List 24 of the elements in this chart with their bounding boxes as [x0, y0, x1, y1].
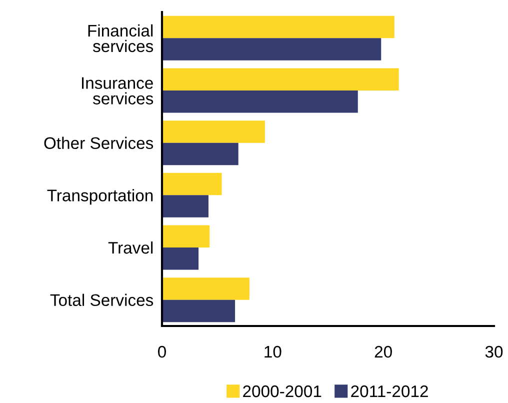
bar — [162, 300, 236, 322]
bar — [162, 68, 399, 90]
x-tick-label: 20 — [374, 346, 392, 358]
legend-label: 2011-2012 — [351, 385, 428, 398]
y-tick-label: Transportation — [47, 189, 153, 205]
bar — [162, 172, 222, 196]
y-tick-label: Financial services — [88, 24, 154, 52]
bar — [162, 16, 394, 38]
bar — [162, 248, 199, 270]
y-tick-label: Travel — [108, 241, 153, 254]
x-tick-label: 10 — [264, 346, 282, 358]
bar — [162, 195, 208, 218]
y-tick-label: Total Services — [50, 294, 154, 306]
bar — [162, 120, 265, 143]
x-tick-label: 30 — [485, 346, 503, 358]
bar — [162, 90, 358, 113]
x-tick-label: 0 — [158, 346, 166, 358]
bar — [162, 142, 238, 166]
legend-label: 2000-2001 — [243, 385, 322, 398]
y-tick-label: Other Services — [44, 136, 154, 150]
bar — [162, 278, 250, 300]
bar — [162, 38, 382, 60]
bar — [162, 225, 210, 248]
y-tick-label: Insurance services — [82, 77, 154, 104]
